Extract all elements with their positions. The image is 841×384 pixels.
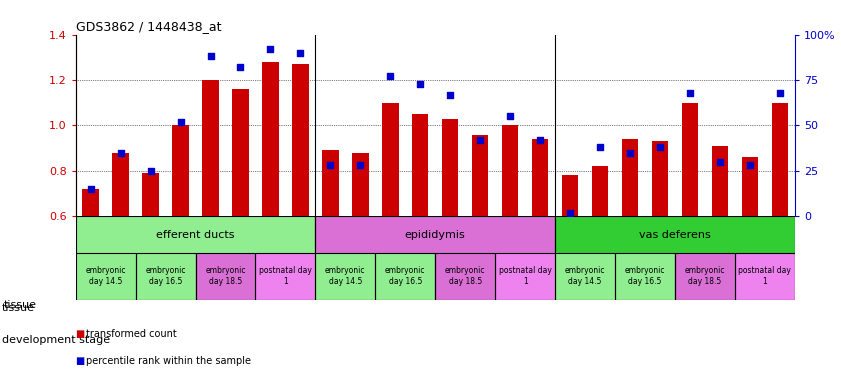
Bar bbox=[142, 173, 159, 217]
Bar bbox=[315, 253, 375, 300]
Text: transformed count: transformed count bbox=[86, 329, 177, 339]
Point bbox=[114, 150, 127, 156]
Bar bbox=[711, 146, 728, 217]
Point bbox=[504, 113, 517, 119]
Text: efferent ducts: efferent ducts bbox=[156, 230, 235, 240]
Text: ■: ■ bbox=[76, 329, 88, 339]
Point bbox=[204, 53, 217, 60]
Text: percentile rank within the sample: percentile rank within the sample bbox=[86, 356, 251, 366]
Point bbox=[533, 137, 547, 143]
Point bbox=[563, 210, 577, 216]
Bar bbox=[442, 119, 458, 217]
Bar bbox=[621, 139, 638, 217]
Bar bbox=[232, 89, 249, 217]
Bar bbox=[562, 175, 579, 217]
Text: postnatal day
1: postnatal day 1 bbox=[259, 266, 312, 286]
Bar bbox=[674, 253, 735, 300]
Point bbox=[324, 162, 337, 169]
Text: embryonic
day 14.5: embryonic day 14.5 bbox=[325, 266, 366, 286]
Bar bbox=[382, 103, 399, 217]
Point bbox=[353, 162, 367, 169]
Bar bbox=[352, 153, 368, 217]
Bar bbox=[292, 64, 309, 217]
Point bbox=[294, 50, 307, 56]
Point bbox=[623, 150, 637, 156]
Bar bbox=[592, 166, 608, 217]
Bar bbox=[532, 139, 548, 217]
Bar bbox=[615, 253, 674, 300]
Bar bbox=[436, 253, 495, 300]
Bar bbox=[502, 126, 518, 217]
Text: embryonic
day 14.5: embryonic day 14.5 bbox=[86, 266, 126, 286]
Bar bbox=[682, 103, 698, 217]
Bar bbox=[412, 114, 428, 217]
Bar bbox=[735, 253, 795, 300]
Text: embryonic
day 18.5: embryonic day 18.5 bbox=[445, 266, 485, 286]
Text: embryonic
day 16.5: embryonic day 16.5 bbox=[145, 266, 186, 286]
Bar bbox=[472, 134, 489, 217]
Point bbox=[144, 168, 157, 174]
Point bbox=[593, 144, 606, 151]
Bar bbox=[262, 62, 278, 217]
Text: ■: ■ bbox=[76, 356, 88, 366]
Text: tissue: tissue bbox=[4, 300, 37, 310]
Text: embryonic
day 16.5: embryonic day 16.5 bbox=[625, 266, 665, 286]
Text: embryonic
day 18.5: embryonic day 18.5 bbox=[205, 266, 246, 286]
Text: GDS3862 / 1448438_at: GDS3862 / 1448438_at bbox=[76, 20, 221, 33]
Bar bbox=[771, 103, 788, 217]
Bar bbox=[555, 253, 615, 300]
Point bbox=[713, 159, 727, 165]
Point bbox=[743, 162, 757, 169]
Bar bbox=[495, 253, 555, 300]
Bar bbox=[76, 253, 135, 300]
Bar bbox=[256, 253, 315, 300]
Bar bbox=[172, 126, 188, 217]
Text: embryonic
day 14.5: embryonic day 14.5 bbox=[565, 266, 606, 286]
Text: epididymis: epididymis bbox=[405, 230, 466, 240]
Point bbox=[443, 91, 457, 98]
Text: postnatal day
1: postnatal day 1 bbox=[738, 266, 791, 286]
Bar bbox=[322, 151, 339, 217]
Point bbox=[174, 119, 188, 125]
Bar bbox=[652, 141, 668, 217]
Text: tissue: tissue bbox=[2, 303, 34, 313]
Text: embryonic
day 18.5: embryonic day 18.5 bbox=[685, 266, 725, 286]
Point bbox=[234, 64, 247, 70]
Text: embryonic
day 16.5: embryonic day 16.5 bbox=[385, 266, 426, 286]
Text: vas deferens: vas deferens bbox=[639, 230, 711, 240]
Point bbox=[414, 81, 427, 87]
Bar bbox=[375, 253, 436, 300]
Text: development stage: development stage bbox=[2, 335, 110, 345]
Bar bbox=[113, 153, 129, 217]
Point bbox=[653, 144, 667, 151]
Bar bbox=[203, 80, 219, 217]
Point bbox=[473, 137, 487, 143]
Point bbox=[773, 90, 786, 96]
Bar bbox=[555, 217, 795, 253]
Bar bbox=[195, 253, 256, 300]
Point bbox=[84, 186, 98, 192]
Point bbox=[264, 46, 278, 52]
Point bbox=[683, 90, 696, 96]
Bar bbox=[315, 217, 555, 253]
Point bbox=[383, 73, 397, 79]
Bar bbox=[76, 217, 315, 253]
Text: postnatal day
1: postnatal day 1 bbox=[499, 266, 552, 286]
Bar bbox=[135, 253, 195, 300]
Bar bbox=[742, 157, 758, 217]
Bar bbox=[82, 189, 99, 217]
